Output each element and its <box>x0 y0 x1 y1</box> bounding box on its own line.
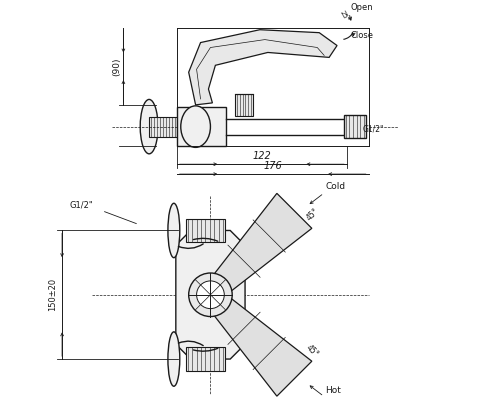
Polygon shape <box>204 288 312 396</box>
Bar <box>186 219 226 242</box>
Bar <box>235 94 253 116</box>
Text: 45°: 45° <box>304 343 320 359</box>
Text: 45°: 45° <box>304 207 320 223</box>
Circle shape <box>196 281 224 309</box>
Text: Hot: Hot <box>325 386 341 394</box>
Bar <box>149 117 177 136</box>
Circle shape <box>188 273 232 316</box>
Polygon shape <box>204 193 312 302</box>
Text: 176: 176 <box>264 161 282 171</box>
Polygon shape <box>176 230 245 359</box>
Ellipse shape <box>140 100 158 154</box>
Text: G1/2": G1/2" <box>70 201 94 210</box>
Text: Close: Close <box>351 31 374 40</box>
Text: 25°: 25° <box>339 9 350 23</box>
Bar <box>177 107 226 146</box>
Text: Open: Open <box>351 3 374 12</box>
Ellipse shape <box>168 332 180 386</box>
Text: Cold: Cold <box>325 182 345 191</box>
Bar <box>344 115 366 138</box>
Bar <box>186 347 226 371</box>
Text: (90): (90) <box>112 57 121 76</box>
Ellipse shape <box>181 106 210 147</box>
Polygon shape <box>188 30 337 105</box>
Text: 122: 122 <box>252 151 271 161</box>
Text: 150±20: 150±20 <box>48 278 56 311</box>
Text: G1/2": G1/2" <box>362 124 384 133</box>
Ellipse shape <box>168 203 180 258</box>
